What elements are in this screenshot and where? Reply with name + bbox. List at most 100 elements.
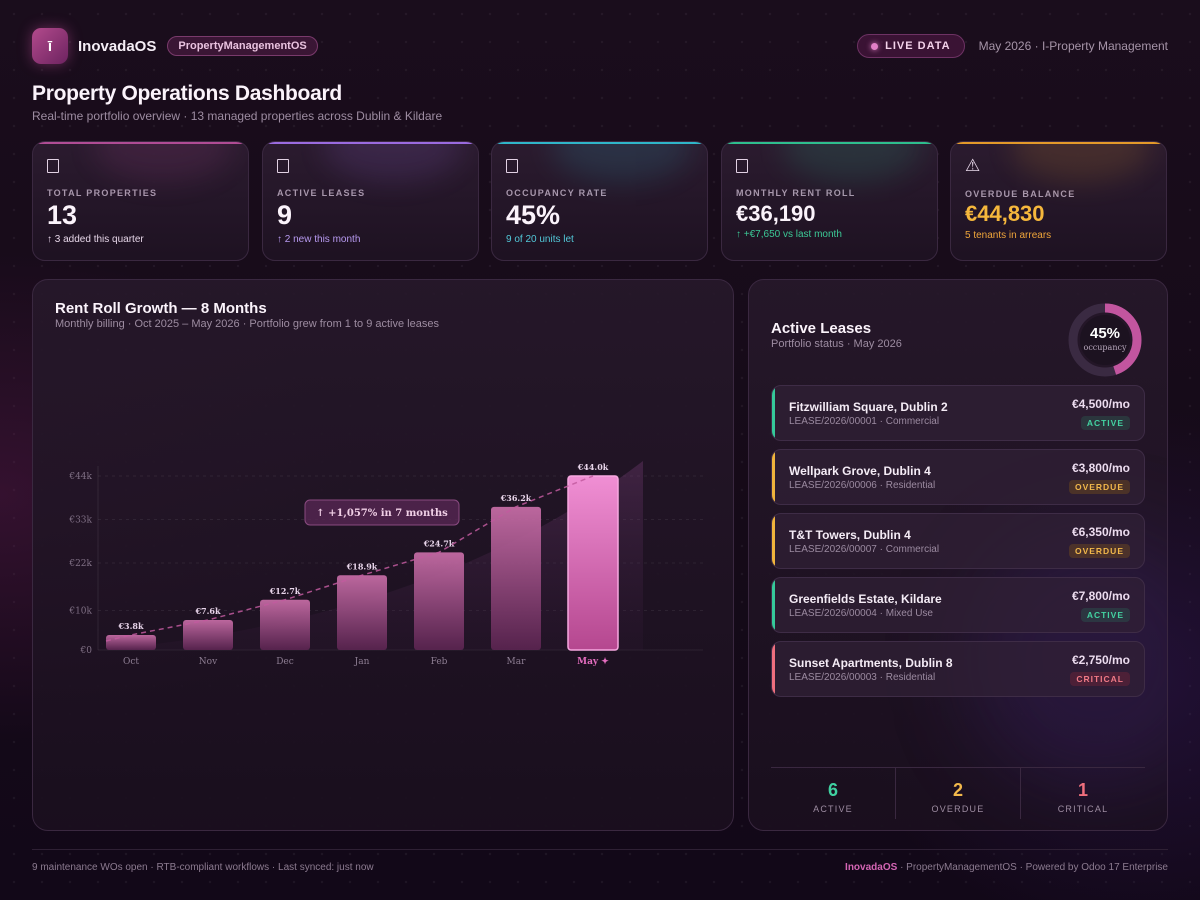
header-right: LIVE DATA May 2026 · I-Property Manageme… [857,34,1168,58]
page-title: Property Operations Dashboard [32,82,342,105]
bar-value-label: €18.9k [346,561,378,571]
kpi-value: 45% [506,200,561,230]
bar-value-label: €7.6k [194,606,220,616]
lease-name: Sunset Apartments, Dublin 8 [789,656,953,670]
kpi-monthly-rent-roll[interactable]: MONTHLY RENT ROLL €36,190 ↑ +€7,650 vs l… [721,141,938,261]
bar-value-label: €24.7k [423,538,455,548]
chart-bar [260,599,310,650]
lease-rent: €3,800/mo [1071,461,1130,475]
growth-annotation-box [304,499,460,526]
lease-card[interactable]: Wellpark Grove, Dublin 4 LEASE/2026/0000… [771,449,1145,505]
kpi-value: 9 [277,200,293,230]
chart-bar [414,552,464,650]
lease-name: Fitzwilliam Square, Dublin 2 [789,400,948,414]
chart-subtitle: Monthly billing · Oct 2025 – May 2026 · … [55,318,439,330]
chart-bar [337,575,387,650]
live-data-badge[interactable]: LIVE DATA [857,34,965,58]
kpi-note: ↑ 2 new this month [277,234,361,245]
kpi-label: OCCUPANCY RATE [506,188,608,198]
page-subtitle: Real-time portfolio overview · 13 manage… [32,109,443,123]
kpi-label: MONTHLY RENT ROLL [736,188,856,198]
x-tick-label: Oct [123,657,139,667]
status-badge: ACTIVE [1080,416,1130,430]
bar-value-label: €44.0k [577,462,609,472]
summary-active[interactable]: 6 ACTIVE [771,768,895,819]
kpi-value: €36,190 [736,201,816,226]
rent-roll-chart-panel: Rent Roll Growth — 8 Months Monthly bill… [32,279,734,831]
occupancy-donut [1068,303,1142,377]
bar-value-label: €12.7k [269,586,301,596]
bar-value-label: €36.2k [500,493,532,503]
summary-count: 6 [827,780,838,800]
app-logo[interactable]: ī [32,28,68,64]
lease-card[interactable]: Fitzwilliam Square, Dublin 2 LEASE/2026/… [771,385,1145,441]
kpi-note: 9 of 20 units let [506,234,574,245]
product-pill: PropertyManagementOS [167,36,318,56]
lease-card[interactable]: T&T Towers, Dublin 4 LEASE/2026/00007 · … [771,513,1145,569]
brand-name: InovadaOS [78,37,157,55]
summary-overdue[interactable]: 2 OVERDUE [895,768,1020,819]
footer-brand[interactable]: InovadaOS [845,862,898,873]
chart-bar [106,634,156,650]
status-badge: OVERDUE [1068,544,1130,558]
bar-value-label: €3.8k [117,621,143,631]
status-badge: CRITICAL [1070,672,1130,686]
live-data-label: LIVE DATA [885,40,951,52]
growth-annotation: ↑ +1,057% in 7 months [316,508,448,519]
status-badge: ACTIVE [1080,608,1130,622]
kpi-value: 13 [47,200,78,230]
summary-count: 1 [1077,780,1088,800]
y-tick-label: €10k [68,606,92,616]
lease-rent: €2,750/mo [1071,653,1130,667]
footer: 9 maintenance WOs open · RTB-compliant w… [32,849,1168,885]
footer-status: 9 maintenance WOs open · RTB-compliant w… [32,862,374,873]
y-tick-label: €22k [68,559,92,569]
summary-count: 2 [952,780,963,800]
kpi-note: ↑ +€7,650 vs last month [736,229,842,240]
lease-card[interactable]: Sunset Apartments, Dublin 8 LEASE/2026/0… [771,641,1145,697]
warning-icon: ⚠ [965,156,981,175]
lease-rent: €6,350/mo [1071,525,1130,539]
summary-critical[interactable]: 1 CRITICAL [1020,768,1145,819]
y-tick-label: €33k [68,516,92,526]
lease-rent: €4,500/mo [1071,397,1130,411]
chart-bar [183,619,233,650]
footer-credits: InovadaOS · PropertyManagementOS · Power… [845,862,1168,873]
chart-bar [491,506,541,650]
status-badge: OVERDUE [1068,480,1130,494]
header: ī InovadaOS PropertyManagementOS LIVE DA… [32,28,1168,64]
lease-meta: LEASE/2026/00007 · Commercial [789,544,940,555]
money-icon [736,159,748,173]
lease-name: Wellpark Grove, Dublin 4 [789,464,931,478]
donut-center [1080,315,1130,365]
kpi-label: TOTAL PROPERTIES [47,188,158,198]
kpi-occupancy-rate[interactable]: OCCUPANCY RATE 45% 9 of 20 units let [491,141,708,261]
y-tick-label: €0 [80,646,93,656]
kpi-overdue-balance[interactable]: ⚠ OVERDUE BALANCE €44,830 5 tenants in a… [950,141,1167,261]
x-tick-label: Feb [431,657,448,667]
active-leases-panel: Active Leases Portfolio status · May 202… [748,279,1168,831]
x-tick-label: Mar [507,657,527,667]
kpi-active-leases[interactable]: ACTIVE LEASES 9 ↑ 2 new this month [262,141,479,261]
kpi-total-properties[interactable]: TOTAL PROPERTIES 13 ↑ 3 added this quart… [32,141,249,261]
leases-subtitle: Portfolio status · May 2026 [771,338,902,350]
footer-powered-by: · PropertyManagementOS · Powered by Odoo… [897,862,1168,873]
occupancy-donut-label: occupancy [1083,343,1127,352]
lease-meta: LEASE/2026/00004 · Mixed Use [789,608,933,619]
donut-fill [1068,303,1142,377]
x-tick-label: May ✦ [577,657,609,667]
occupancy-donut-value: 45% [1089,325,1121,342]
building-icon [47,159,59,173]
x-tick-label: Dec [276,657,294,667]
chart-bar [567,475,619,651]
summary-label: ACTIVE [813,804,853,814]
lease-rent: €7,800/mo [1071,589,1130,603]
document-icon [277,159,289,173]
x-tick-label: Jan [354,657,370,667]
kpi-value: €44,830 [965,201,1045,226]
lease-card[interactable]: Greenfields Estate, Kildare LEASE/2026/0… [771,577,1145,633]
x-tick-label: Nov [199,657,218,667]
trend-line [105,475,594,642]
kpi-label: OVERDUE BALANCE [965,189,1076,199]
lease-name: Greenfields Estate, Kildare [789,592,942,606]
